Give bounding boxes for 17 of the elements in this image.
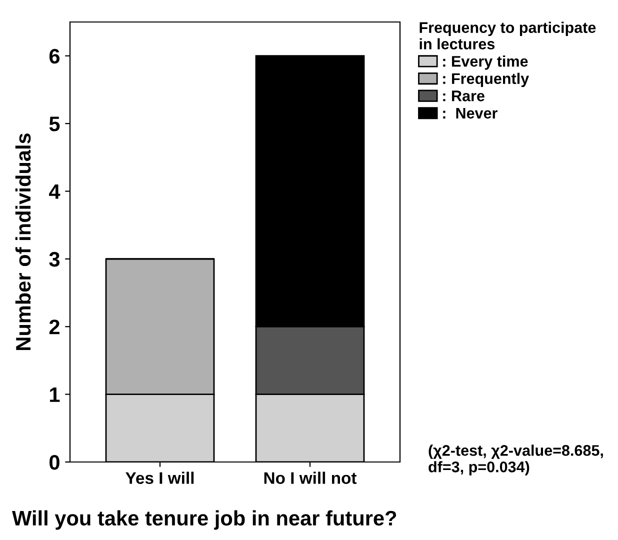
y-tick-label: 1 <box>50 388 60 402</box>
y-tick-label: 4 <box>49 184 60 199</box>
text: (χ2-test, χ2-value=8.685, df=3, p=0.034) <box>428 444 603 476</box>
legend-label: : Rare <box>443 90 484 102</box>
y-axis-title: Number of individuals <box>15 133 31 350</box>
legend-title: Frequency to participate in lectures <box>420 22 596 50</box>
y-tick-label: 5 <box>49 116 60 132</box>
y-tick-label: 6 <box>49 48 60 64</box>
legend-label: : Every time <box>443 56 528 70</box>
x-tick-label: Yes I will <box>126 472 194 484</box>
x-tick-label: No I will not <box>264 472 357 484</box>
legend-label: : Frequently <box>443 72 530 88</box>
legend-label: : Never <box>443 108 498 119</box>
y-tick-label: 2 <box>49 320 60 334</box>
y-tick-label: 3 <box>49 252 60 267</box>
x-axis-title: Will you take tenure job in near future? <box>12 510 396 530</box>
y-tick-label: 0 <box>50 455 60 470</box>
